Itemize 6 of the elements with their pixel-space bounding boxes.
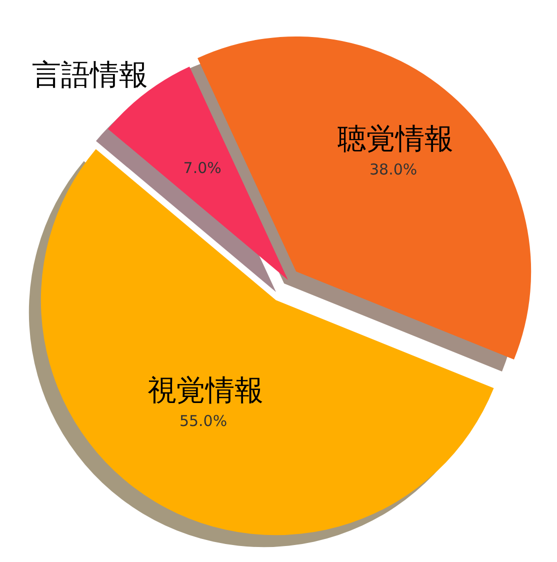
slice-label: 視覚情報 [147,373,264,408]
slice-label: 聴覚情報 [337,121,454,156]
data-label: 38.0% [370,160,418,178]
data-label: 7.0% [183,158,222,177]
slice-label: 言語情報 [32,58,148,92]
data-label: 55.0% [179,412,228,430]
